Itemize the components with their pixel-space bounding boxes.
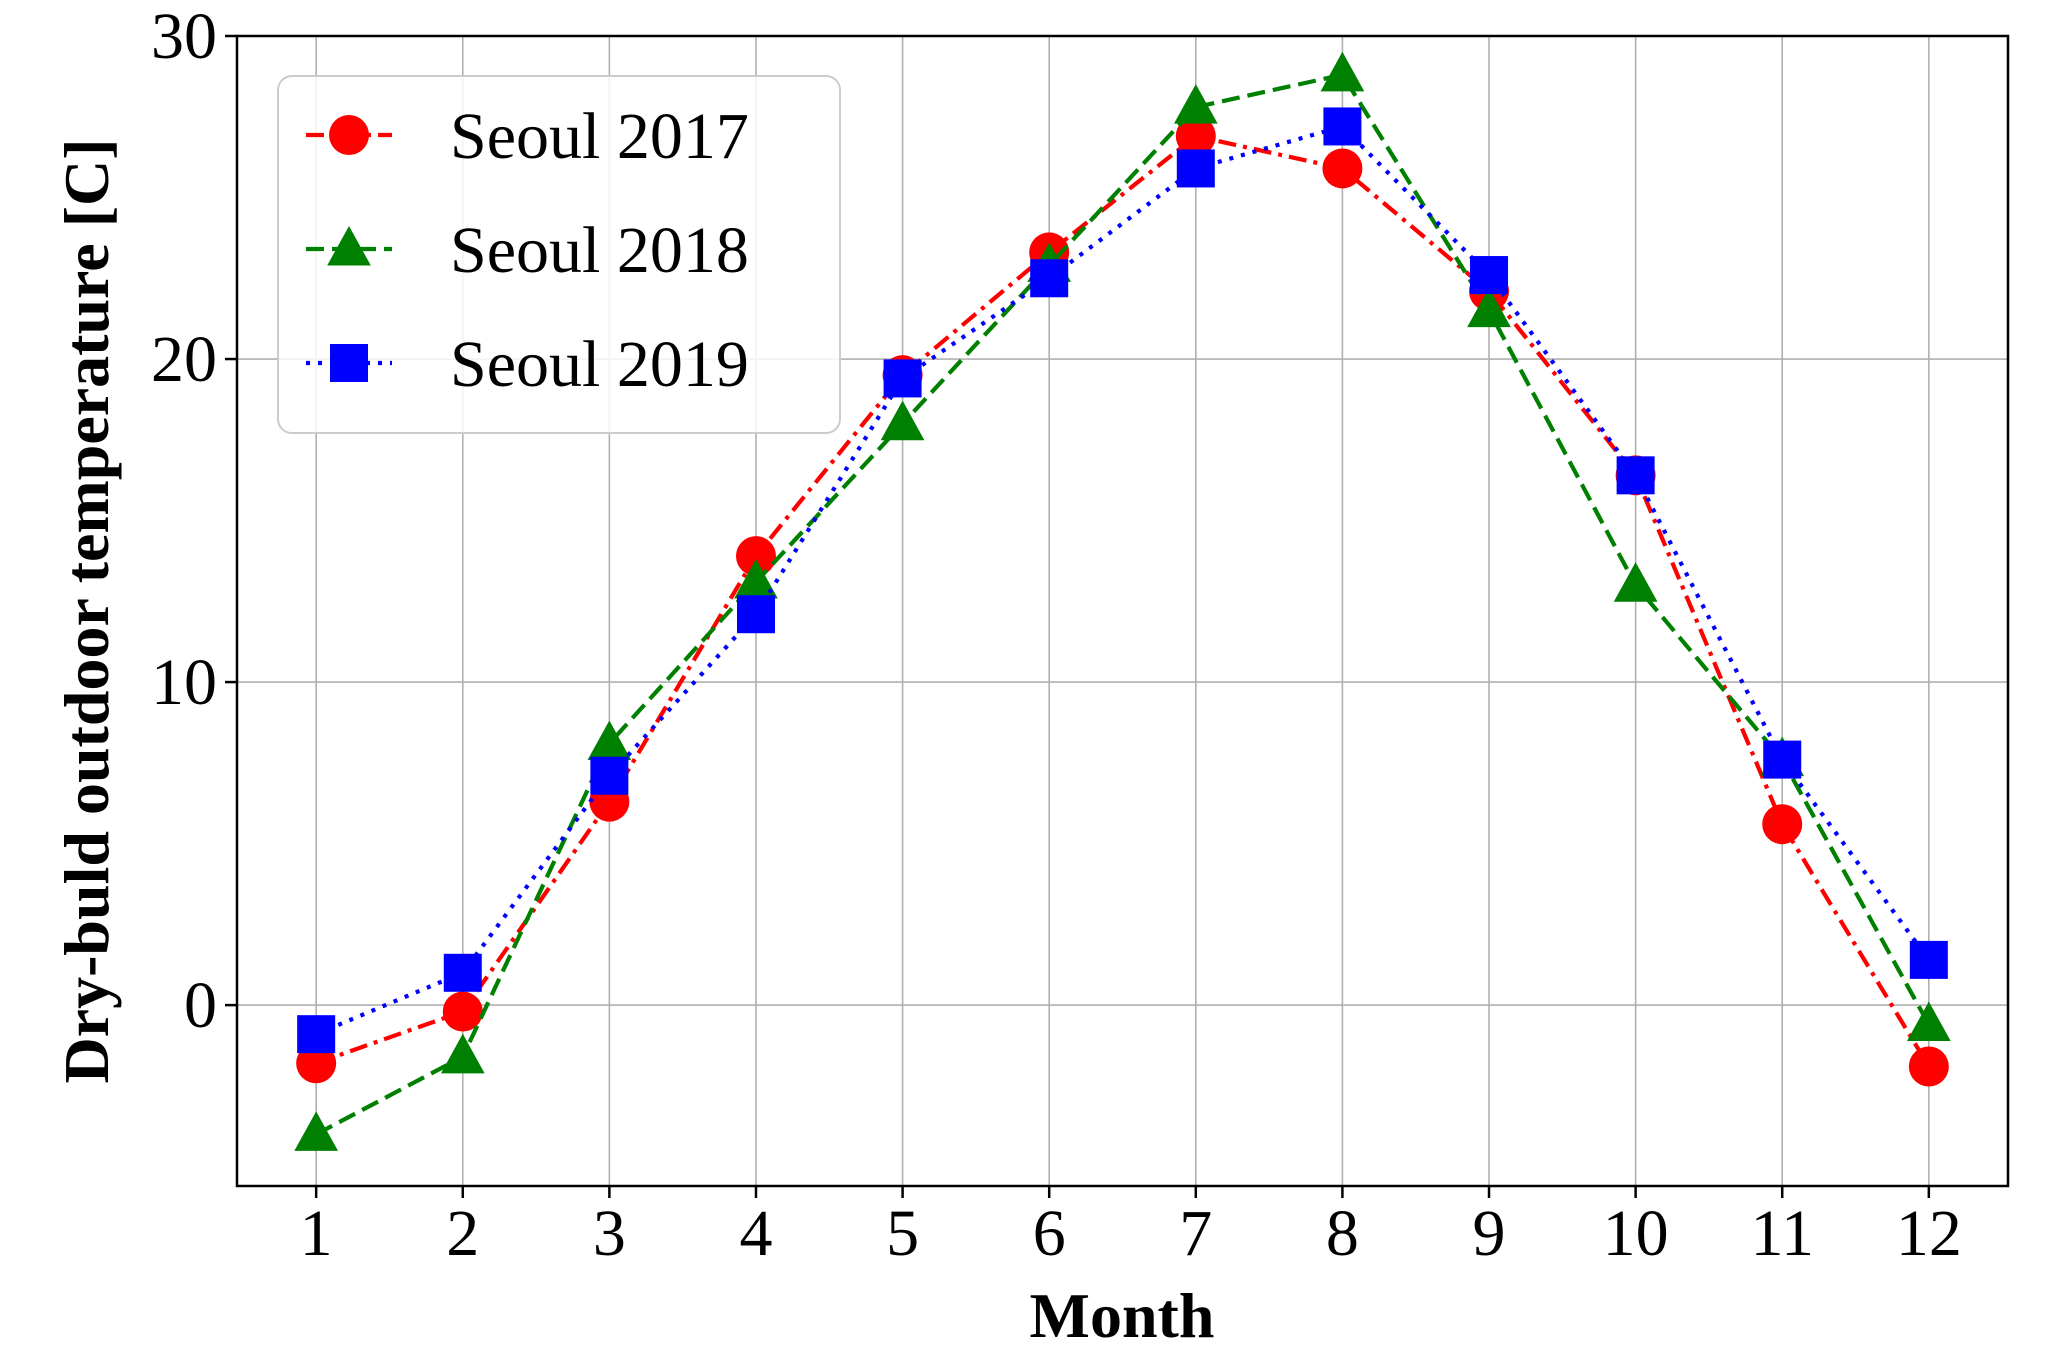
series-layer: [294, 51, 1951, 1151]
data-point: [294, 1111, 339, 1151]
data-point: [1763, 740, 1802, 779]
data-point: [735, 536, 776, 577]
data-point: [1906, 1001, 1951, 1042]
data-point: [734, 558, 778, 599]
data-point: [1467, 287, 1511, 328]
data-point: [442, 991, 483, 1032]
data-point: [1173, 84, 1218, 124]
legend-entry: Seoul 2017: [306, 100, 749, 173]
data-point: [1762, 804, 1803, 845]
x-tick-label: 8: [1326, 1197, 1359, 1270]
legend-entries: Seoul 2017 Seoul 2018 Seoul 2019: [306, 100, 749, 401]
x-tick-label: 2: [446, 1197, 479, 1270]
data-point: [883, 359, 922, 398]
data-point: [443, 953, 482, 992]
legend-entry: Seoul 2019: [306, 328, 749, 401]
data-point: [1030, 259, 1069, 298]
x-tick-label: 12: [1896, 1197, 1962, 1270]
data-point: [880, 400, 925, 441]
legend-label: Seoul 2019: [450, 328, 749, 401]
legend-label: Seoul 2018: [450, 214, 749, 287]
x-tick-label: 4: [739, 1197, 772, 1270]
legend-marker: [327, 226, 371, 266]
data-point: [587, 720, 632, 761]
data-point: [1613, 562, 1658, 602]
y-tick-label: 0: [184, 969, 217, 1042]
x-tick-label: 6: [1033, 1197, 1066, 1270]
data-point: [297, 1015, 336, 1054]
plot-frame: [235, 34, 2010, 1188]
x-tick-label: 11: [1750, 1197, 1814, 1270]
legend: Seoul 2017 Seoul 2018 Seoul 2019: [277, 75, 841, 434]
x-tick-label: 1: [300, 1197, 333, 1270]
data-point: [440, 1033, 485, 1074]
x-tick-label: 7: [1179, 1197, 1212, 1270]
x-tick-label: 5: [886, 1197, 919, 1270]
y-tick-label: 20: [151, 323, 217, 396]
legend-box: [277, 75, 841, 434]
y-tick-label: 30: [151, 0, 217, 73]
legend-marker: [329, 115, 369, 155]
data-point: [296, 1043, 337, 1084]
data-point: [1909, 940, 1948, 979]
series-line: [315, 134, 1931, 1068]
x-tick-label: 9: [1473, 1197, 1506, 1270]
data-point: [1616, 456, 1655, 495]
data-point: [1908, 1046, 1949, 1087]
grid-lines: [237, 35, 2008, 1186]
data-point: [1320, 51, 1365, 92]
x-axis-label: Month: [1030, 1280, 1215, 1351]
legend-label: Seoul 2017: [450, 100, 749, 173]
data-point: [1175, 116, 1216, 157]
data-point: [590, 756, 629, 795]
series-line: [315, 124, 1931, 1037]
legend-entry: Seoul 2018: [306, 214, 749, 287]
y-tick-label: 10: [151, 646, 217, 719]
series-line: [315, 72, 1931, 1137]
data-point: [1323, 107, 1362, 146]
x-tick-label: 3: [593, 1197, 626, 1270]
series-3: [297, 107, 1948, 1054]
y-axis-label: Dry-buld outdoor temperature [C]: [51, 138, 122, 1083]
data-point: [1470, 256, 1509, 295]
data-point: [1176, 149, 1215, 188]
legend-marker: [330, 344, 368, 382]
data-point: [736, 595, 775, 634]
x-tick-label: 10: [1603, 1197, 1669, 1270]
data-point: [1322, 148, 1363, 189]
